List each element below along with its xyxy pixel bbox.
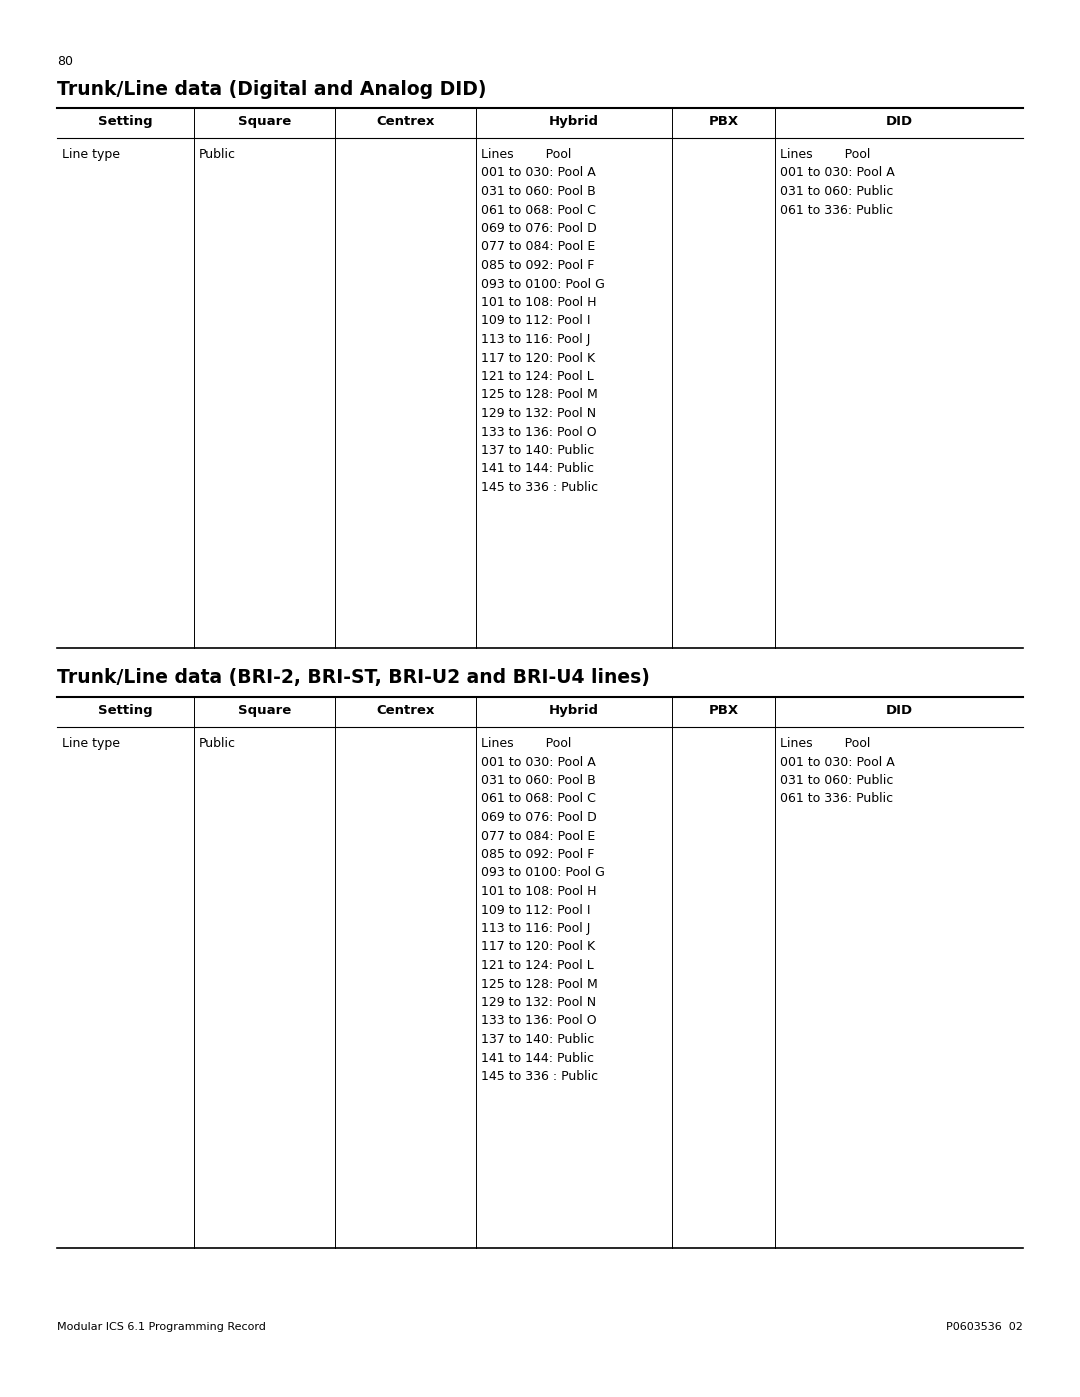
Text: 031 to 060: Pool B: 031 to 060: Pool B [481,774,596,787]
Text: 129 to 132: Pool N: 129 to 132: Pool N [481,996,596,1009]
Text: 093 to 0100: Pool G: 093 to 0100: Pool G [481,866,605,880]
Text: Square: Square [238,115,292,129]
Text: PBX: PBX [708,115,739,129]
Text: Hybrid: Hybrid [549,704,599,717]
Text: 137 to 140: Public: 137 to 140: Public [481,444,594,457]
Text: Centrex: Centrex [376,704,434,717]
Text: 093 to 0100: Pool G: 093 to 0100: Pool G [481,278,605,291]
Text: 109 to 112: Pool I: 109 to 112: Pool I [481,904,591,916]
Text: 121 to 124: Pool L: 121 to 124: Pool L [481,958,594,972]
Text: 133 to 136: Pool O: 133 to 136: Pool O [481,1014,596,1028]
Text: 117 to 120: Pool K: 117 to 120: Pool K [481,940,595,954]
Text: Centrex: Centrex [376,115,434,129]
Text: 101 to 108: Pool H: 101 to 108: Pool H [481,886,596,898]
Text: 113 to 116: Pool J: 113 to 116: Pool J [481,922,591,935]
Text: 145 to 336 : Public: 145 to 336 : Public [481,481,598,495]
Text: 137 to 140: Public: 137 to 140: Public [481,1032,594,1046]
Text: Square: Square [238,704,292,717]
Text: Modular ICS 6.1 Programming Record: Modular ICS 6.1 Programming Record [57,1322,266,1331]
Text: Setting: Setting [98,115,152,129]
Text: DID: DID [886,704,913,717]
Text: 109 to 112: Pool I: 109 to 112: Pool I [481,314,591,327]
Text: Lines        Pool: Lines Pool [481,148,571,161]
Text: Lines        Pool: Lines Pool [780,738,870,750]
Text: 085 to 092: Pool F: 085 to 092: Pool F [481,848,594,861]
Text: 069 to 076: Pool D: 069 to 076: Pool D [481,812,597,824]
Text: Public: Public [199,738,237,750]
Text: Line type: Line type [62,738,120,750]
Text: Hybrid: Hybrid [549,115,599,129]
Text: 113 to 116: Pool J: 113 to 116: Pool J [481,332,591,346]
Text: 001 to 030: Pool A: 001 to 030: Pool A [780,756,894,768]
Text: 085 to 092: Pool F: 085 to 092: Pool F [481,258,594,272]
Text: 001 to 030: Pool A: 001 to 030: Pool A [780,166,894,179]
Text: Lines        Pool: Lines Pool [780,148,870,161]
Text: Lines        Pool: Lines Pool [481,738,571,750]
Text: 145 to 336 : Public: 145 to 336 : Public [481,1070,598,1083]
Text: 077 to 084: Pool E: 077 to 084: Pool E [481,830,595,842]
Text: 069 to 076: Pool D: 069 to 076: Pool D [481,222,597,235]
Text: 121 to 124: Pool L: 121 to 124: Pool L [481,370,594,383]
Text: 001 to 030: Pool A: 001 to 030: Pool A [481,166,596,179]
Text: 077 to 084: Pool E: 077 to 084: Pool E [481,240,595,253]
Text: DID: DID [886,115,913,129]
Text: 001 to 030: Pool A: 001 to 030: Pool A [481,756,596,768]
Text: Setting: Setting [98,704,152,717]
Text: 061 to 068: Pool C: 061 to 068: Pool C [481,204,596,217]
Text: 031 to 060: Pool B: 031 to 060: Pool B [481,184,596,198]
Text: 125 to 128: Pool M: 125 to 128: Pool M [481,388,597,401]
Text: 101 to 108: Pool H: 101 to 108: Pool H [481,296,596,309]
Text: Line type: Line type [62,148,120,161]
Text: 061 to 336: Public: 061 to 336: Public [780,792,893,806]
Text: Trunk/Line data (Digital and Analog DID): Trunk/Line data (Digital and Analog DID) [57,80,486,99]
Text: 141 to 144: Public: 141 to 144: Public [481,462,594,475]
Text: 80: 80 [57,54,73,68]
Text: 031 to 060: Public: 031 to 060: Public [780,774,893,787]
Text: 061 to 336: Public: 061 to 336: Public [780,204,893,217]
Text: 125 to 128: Pool M: 125 to 128: Pool M [481,978,597,990]
Text: 141 to 144: Public: 141 to 144: Public [481,1052,594,1065]
Text: 117 to 120: Pool K: 117 to 120: Pool K [481,352,595,365]
Text: 133 to 136: Pool O: 133 to 136: Pool O [481,426,596,439]
Text: 129 to 132: Pool N: 129 to 132: Pool N [481,407,596,420]
Text: P0603536  02: P0603536 02 [946,1322,1023,1331]
Text: 061 to 068: Pool C: 061 to 068: Pool C [481,792,596,806]
Text: Public: Public [199,148,237,161]
Text: Trunk/Line data (BRI-2, BRI-ST, BRI-U2 and BRI-U4 lines): Trunk/Line data (BRI-2, BRI-ST, BRI-U2 a… [57,668,650,687]
Text: PBX: PBX [708,704,739,717]
Text: 031 to 060: Public: 031 to 060: Public [780,184,893,198]
